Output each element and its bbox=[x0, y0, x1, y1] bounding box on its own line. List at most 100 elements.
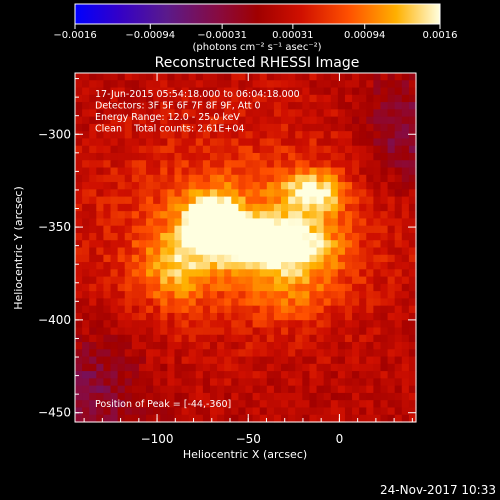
heatmap-cell bbox=[75, 160, 83, 169]
heatmap-cell bbox=[103, 320, 112, 329]
heatmap-cell bbox=[82, 232, 90, 241]
heatmap-cell bbox=[231, 305, 239, 314]
heatmap-cell bbox=[117, 138, 126, 147]
heatmap-cell bbox=[316, 283, 325, 292]
heatmap-cell bbox=[266, 400, 275, 409]
heatmap-cell bbox=[217, 363, 225, 372]
heatmap-cell bbox=[281, 269, 289, 278]
heatmap-cell bbox=[266, 94, 275, 103]
heatmap-cell bbox=[181, 160, 190, 169]
heatmap-cell bbox=[202, 94, 211, 103]
heatmap-cell bbox=[273, 94, 282, 103]
heatmap-cell bbox=[337, 160, 346, 169]
heatmap-cell bbox=[366, 145, 374, 154]
heatmap-cell bbox=[366, 94, 374, 103]
heatmap-cell bbox=[408, 138, 417, 147]
heatmap-cell bbox=[231, 232, 239, 241]
heatmap-cell bbox=[75, 196, 83, 205]
heatmap-cell bbox=[75, 312, 83, 321]
heatmap-cell bbox=[131, 385, 140, 394]
heatmap-cell bbox=[202, 342, 211, 350]
heatmap-cell bbox=[96, 247, 105, 256]
heatmap-cell bbox=[138, 262, 147, 270]
heatmap-cell bbox=[252, 305, 261, 314]
heatmap-cell bbox=[344, 247, 353, 256]
heatmap-cell bbox=[352, 211, 360, 220]
heatmap-cell bbox=[309, 407, 318, 416]
heatmap-cell bbox=[131, 276, 140, 285]
heatmap-cell bbox=[89, 174, 97, 183]
heatmap-cell bbox=[295, 240, 303, 249]
heatmap-cell bbox=[238, 116, 247, 125]
heatmap-cell bbox=[359, 211, 367, 220]
heatmap-cell bbox=[373, 196, 382, 205]
heatmap-cell bbox=[103, 276, 112, 285]
heatmap-cell bbox=[224, 167, 232, 176]
heatmap-cell bbox=[330, 182, 339, 190]
heatmap-cell bbox=[380, 87, 389, 96]
heatmap-cell bbox=[82, 262, 90, 270]
heatmap-cell bbox=[181, 254, 190, 263]
heatmap-cell bbox=[124, 349, 133, 358]
heatmap-cell bbox=[202, 196, 211, 205]
heatmap-cell bbox=[153, 174, 161, 183]
heatmap-cell bbox=[366, 392, 374, 401]
heatmap-cell bbox=[245, 407, 254, 416]
heatmap-cell bbox=[124, 131, 133, 140]
heatmap-cell bbox=[337, 196, 346, 205]
heatmap-cell bbox=[302, 87, 311, 96]
heatmap-cell bbox=[153, 371, 161, 379]
heatmap-cell bbox=[408, 385, 417, 394]
heatmap-cell bbox=[366, 305, 374, 314]
heatmap-cell bbox=[330, 414, 339, 423]
heatmap-cell bbox=[224, 276, 232, 285]
heatmap-cell bbox=[231, 327, 239, 336]
heatmap-cell bbox=[281, 240, 289, 249]
heatmap-cell bbox=[82, 167, 90, 176]
heatmap-cell bbox=[252, 189, 261, 198]
heatmap-cell bbox=[103, 73, 112, 81]
heatmap-cell bbox=[224, 305, 232, 314]
heatmap-cell bbox=[82, 80, 90, 89]
heatmap-cell bbox=[302, 218, 311, 227]
heatmap-cell bbox=[160, 94, 168, 103]
heatmap-cell bbox=[408, 131, 417, 140]
heatmap-cell bbox=[266, 80, 275, 89]
heatmap-cell bbox=[238, 102, 247, 110]
heatmap-cell bbox=[110, 203, 119, 212]
heatmap-cell bbox=[146, 131, 154, 140]
heatmap-cell bbox=[401, 283, 410, 292]
heatmap-cell bbox=[408, 189, 417, 198]
heatmap-cell bbox=[110, 232, 119, 241]
heatmap-cell bbox=[146, 320, 154, 329]
heatmap-cell bbox=[259, 94, 268, 103]
heatmap-cell bbox=[281, 102, 289, 110]
heatmap-cell bbox=[153, 203, 161, 212]
heatmap-cell bbox=[295, 327, 303, 336]
heatmap-cell bbox=[337, 174, 346, 183]
heatmap-cell bbox=[387, 385, 396, 394]
heatmap-image bbox=[75, 73, 417, 423]
heatmap-cell bbox=[131, 378, 140, 387]
heatmap-cell bbox=[387, 320, 396, 329]
heatmap-cell bbox=[302, 196, 311, 205]
heatmap-cell bbox=[96, 87, 105, 96]
heatmap-cell bbox=[96, 94, 105, 103]
heatmap-cell bbox=[373, 102, 382, 110]
heatmap-cell bbox=[281, 342, 289, 350]
heatmap-cell bbox=[302, 247, 311, 256]
heatmap-cell bbox=[359, 87, 367, 96]
heatmap-cell bbox=[401, 269, 410, 278]
heatmap-cell bbox=[217, 131, 225, 140]
heatmap-cell bbox=[231, 160, 239, 169]
heatmap-cell bbox=[245, 400, 254, 409]
annotation-line: Energy Range: 12.0 - 25.0 keV bbox=[95, 112, 240, 123]
heatmap-cell bbox=[366, 203, 374, 212]
heatmap-cell bbox=[330, 102, 339, 110]
heatmap-cell bbox=[195, 80, 204, 89]
heatmap-cell bbox=[344, 276, 353, 285]
heatmap-cell bbox=[259, 305, 268, 314]
heatmap-cell bbox=[75, 276, 83, 285]
heatmap-cell bbox=[89, 160, 97, 169]
heatmap-cell bbox=[245, 312, 254, 321]
